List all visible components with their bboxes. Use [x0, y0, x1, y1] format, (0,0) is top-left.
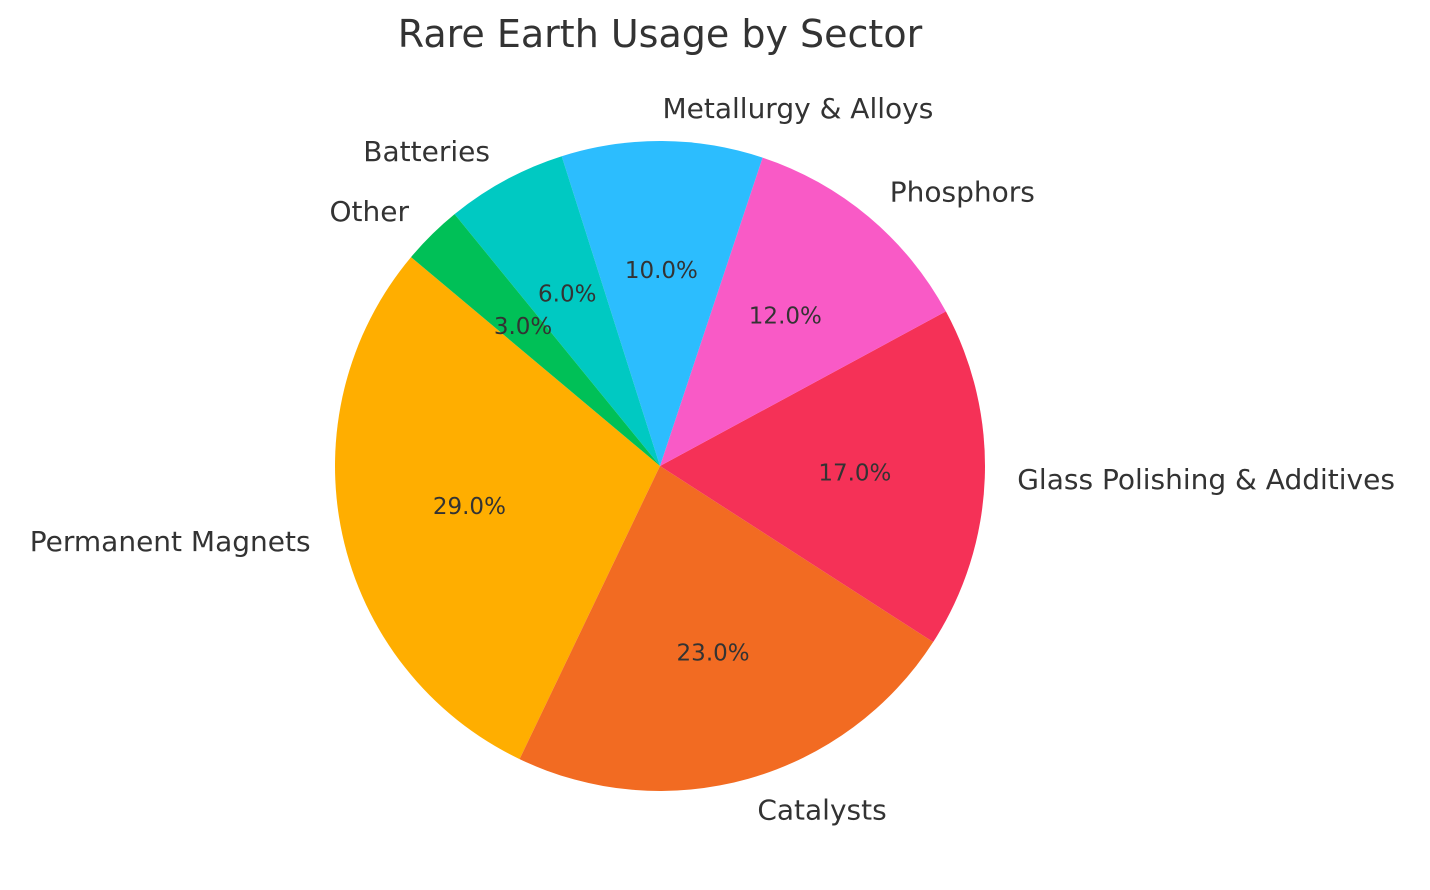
percent-label-catalysts: 23.0% [677, 641, 750, 667]
slice-label-catalysts: Catalysts [757, 793, 886, 826]
chart-title: Rare Earth Usage by Sector [398, 12, 923, 56]
pie-slice-catalysts [519, 466, 934, 791]
pie-slices [335, 141, 985, 791]
slice-label-batteries: Batteries [363, 135, 490, 168]
slice-label-permanent-magnets: Permanent Magnets [30, 525, 311, 558]
percent-label-metallurgy-and-alloys: 10.0% [625, 258, 698, 284]
pie-slice-phosphors [660, 157, 946, 466]
pie-slice-other [411, 214, 660, 466]
percent-label-permanent-magnets: 29.0% [433, 494, 506, 520]
percent-label-batteries: 6.0% [538, 281, 596, 307]
percent-label-phosphors: 12.0% [749, 304, 822, 330]
slice-label-metallurgy-and-alloys: Metallurgy & Alloys [662, 92, 933, 125]
percent-labels: 29.0% 23.0% 17.0% 12.0% 10.0% 6.0% 3.0% [433, 258, 892, 667]
slice-labels: Permanent Magnets Catalysts Glass Polishin… [30, 92, 1395, 826]
pie-slice-metallurgy-and-alloys [561, 141, 763, 467]
pie-slice-permanent-magnets [335, 257, 660, 760]
slice-label-phosphors: Phosphors [890, 176, 1035, 209]
pie-slice-glass-polishing-and-additives [660, 311, 985, 643]
percent-label-glass-polishing-and-additives: 17.0% [818, 460, 891, 486]
percent-label-other: 3.0% [494, 314, 552, 340]
slice-label-other: Other [329, 195, 409, 228]
slice-label-glass-polishing-and-additives: Glass Polishing & Additives [1017, 463, 1395, 496]
pie-slice-batteries [454, 156, 660, 467]
